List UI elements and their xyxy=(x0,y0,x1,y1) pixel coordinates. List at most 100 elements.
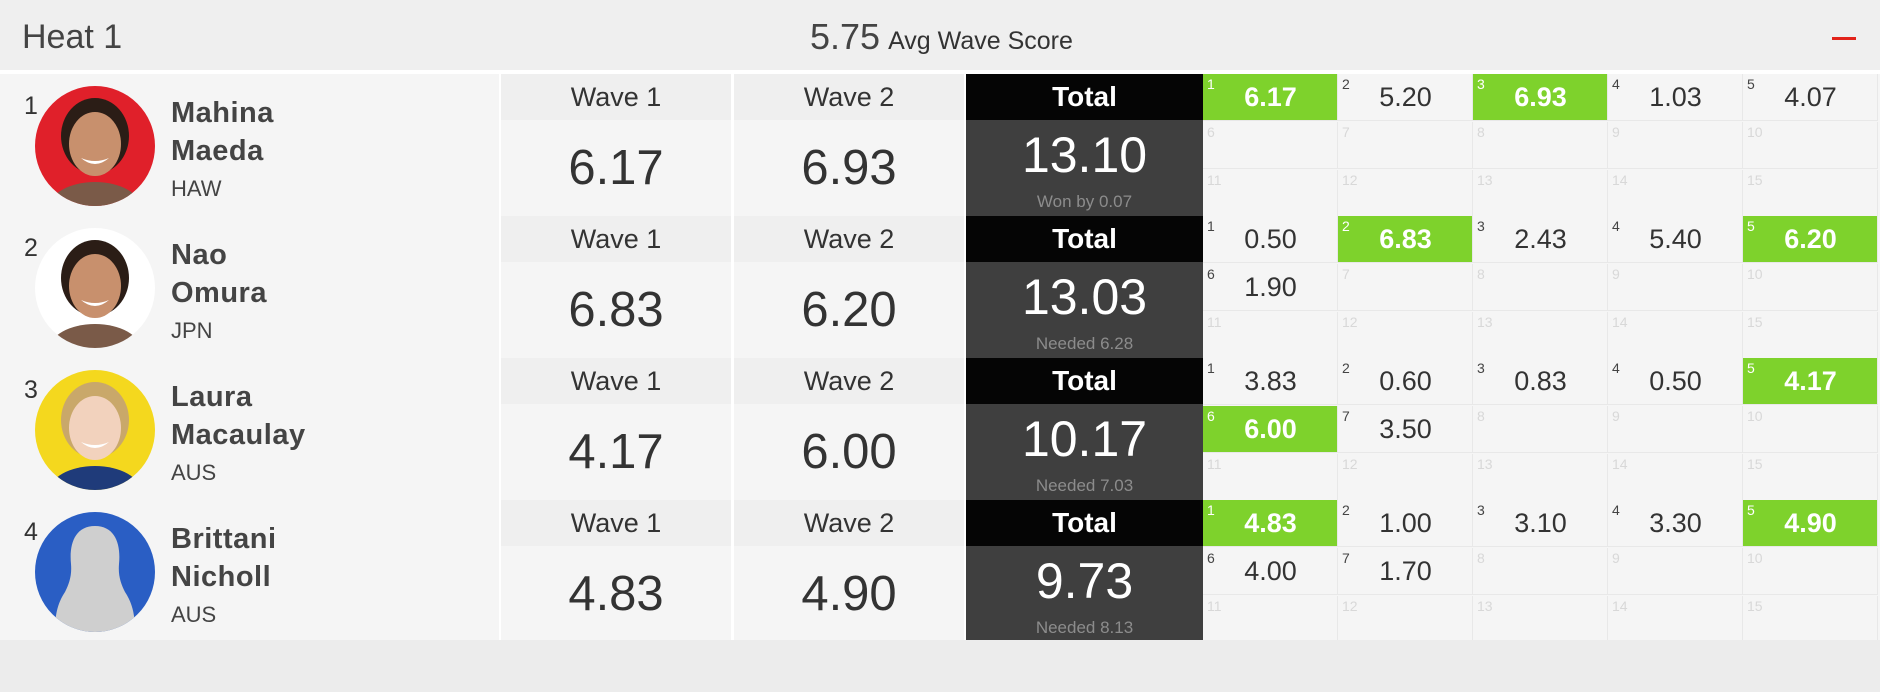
wave-number: 4 xyxy=(1612,360,1620,376)
wave-score: 3.50 xyxy=(1379,414,1432,444)
wave-score-cell[interactable]: 1 6.17 xyxy=(1203,74,1338,121)
wave-empty-cell: 7 xyxy=(1338,122,1473,169)
total-value: 13.03 xyxy=(1021,269,1148,325)
total-label: Total xyxy=(966,74,1203,120)
total-body: 10.17 Needed 7.03 xyxy=(966,404,1203,500)
wave-number: 1 xyxy=(1207,360,1215,376)
wave-score: 0.50 xyxy=(1649,366,1702,396)
athlete-rank: 4 xyxy=(24,518,38,546)
wave-empty-cell: 11 xyxy=(1203,454,1338,501)
wave-number: 3 xyxy=(1477,218,1485,234)
wave-score-cell[interactable]: 3 6.93 xyxy=(1473,74,1608,121)
wave-empty-cell: 10 xyxy=(1743,548,1878,595)
best-wave-2: Wave 2 6.93 xyxy=(734,74,964,216)
wave-empty-cell: 12 xyxy=(1338,170,1473,217)
best-wave-2: Wave 2 4.90 xyxy=(734,500,964,642)
wave-score-cell[interactable]: 5 4.17 xyxy=(1743,358,1878,405)
wave-number: 2 xyxy=(1342,218,1350,234)
wave-empty-cell: 14 xyxy=(1608,312,1743,359)
best-wave-1: Wave 1 4.17 xyxy=(501,358,731,500)
wave-score-cell[interactable]: 1 3.83 xyxy=(1203,358,1338,405)
wave-score-cell[interactable]: 5 6.20 xyxy=(1743,216,1878,263)
wave-number: 15 xyxy=(1747,314,1763,330)
athlete-country: AUS xyxy=(171,460,217,485)
heat-title: Heat 1 xyxy=(22,18,123,56)
wave-empty-cell: 9 xyxy=(1608,548,1743,595)
wave-score: 0.60 xyxy=(1379,366,1432,396)
total-label: Total xyxy=(966,216,1203,262)
wave-score-cell[interactable]: 6 6.00 xyxy=(1203,406,1338,453)
athlete-row: 1 Mahina Maeda HAW Wave 1 6.17 Wave 2 6.93 Total… xyxy=(0,74,1880,217)
wave-score-cell[interactable]: 3 2.43 xyxy=(1473,216,1608,263)
wave-score-cell[interactable]: 7 3.50 xyxy=(1338,406,1473,453)
wave-score-cell[interactable]: 1 0.50 xyxy=(1203,216,1338,263)
wave-empty-cell: 12 xyxy=(1338,454,1473,501)
wave-empty-cell: 14 xyxy=(1608,596,1743,643)
wave-score-cell[interactable]: 1 4.83 xyxy=(1203,500,1338,547)
best-wave-score: 6.17 xyxy=(501,120,731,216)
wave-number: 13 xyxy=(1477,456,1493,472)
wave-empty-cell: 15 xyxy=(1743,312,1878,359)
wave-number: 5 xyxy=(1747,76,1755,92)
wave-score-cell[interactable]: 6 4.00 xyxy=(1203,548,1338,595)
wave-score-cell[interactable]: 2 1.00 xyxy=(1338,500,1473,547)
wave-number: 6 xyxy=(1207,124,1215,140)
total-body: 13.10 Won by 0.07 xyxy=(966,120,1203,216)
wave-empty-cell: 13 xyxy=(1473,312,1608,359)
best-wave-score: 4.90 xyxy=(734,546,964,642)
best-wave-label: Wave 1 xyxy=(501,500,731,546)
wave-score: 6.93 xyxy=(1514,82,1567,112)
total-score: Total 9.73 Needed 8.13 xyxy=(966,500,1203,642)
wave-score-cell[interactable]: 2 0.60 xyxy=(1338,358,1473,405)
wave-score-cell[interactable]: 3 0.83 xyxy=(1473,358,1608,405)
athlete-first-name: Mahina xyxy=(171,97,274,129)
athlete-info[interactable]: 3 Laura Macaulay AUS xyxy=(0,358,499,500)
wave-score: 3.30 xyxy=(1649,508,1702,538)
wave-score-cell[interactable]: 6 1.90 xyxy=(1203,264,1338,311)
wave-empty-cell: 14 xyxy=(1608,170,1743,217)
wave-number: 1 xyxy=(1207,218,1215,234)
best-wave-score: 6.93 xyxy=(734,120,964,216)
wave-empty-cell: 8 xyxy=(1473,548,1608,595)
wave-score-cell[interactable]: 5 4.90 xyxy=(1743,500,1878,547)
athlete-info[interactable]: 1 Mahina Maeda HAW xyxy=(0,74,499,216)
wave-score-cell[interactable]: 2 5.20 xyxy=(1338,74,1473,121)
wave-score-cell[interactable]: 5 4.07 xyxy=(1743,74,1878,121)
athlete-avatar xyxy=(35,512,155,632)
wave-score: 4.83 xyxy=(1244,508,1297,538)
wave-score-cell[interactable]: 4 0.50 xyxy=(1608,358,1743,405)
wave-score-cell[interactable]: 3 3.10 xyxy=(1473,500,1608,547)
total-status-note: Needed 8.13 xyxy=(1035,618,1134,637)
wave-score-cell[interactable]: 4 1.03 xyxy=(1608,74,1743,121)
athlete-info[interactable]: 4 Brittani Nicholl AUS xyxy=(0,500,499,642)
athlete-info[interactable]: 2 Nao Omura JPN xyxy=(0,216,499,358)
wave-score-cell[interactable]: 4 5.40 xyxy=(1608,216,1743,263)
athlete-avatar xyxy=(35,370,155,490)
athlete-row: 4 Brittani Nicholl AUS Wave 1 4.83 Wave 2 4.90 T… xyxy=(0,500,1880,643)
athlete-name: Laura Macaulay xyxy=(171,378,306,454)
best-wave-label: Wave 1 xyxy=(501,74,731,120)
wave-score: 1.00 xyxy=(1379,508,1432,538)
wave-number: 10 xyxy=(1747,550,1763,566)
wave-score-grid: 1 3.83 2 0.60 3 0.83 4 0.50 5 4.17 6 6.00 7 3.50 8 9 10 1… xyxy=(1203,358,1880,501)
wave-score-cell[interactable]: 7 1.70 xyxy=(1338,548,1473,595)
best-wave-2: Wave 2 6.00 xyxy=(734,358,964,500)
wave-score: 6.17 xyxy=(1244,82,1297,112)
best-wave-label: Wave 1 xyxy=(501,216,731,262)
athlete-first-name: Brittani xyxy=(171,523,277,555)
wave-number: 15 xyxy=(1747,172,1763,188)
wave-number: 1 xyxy=(1207,76,1215,92)
wave-number: 8 xyxy=(1477,266,1485,282)
athlete-rank: 2 xyxy=(24,234,38,262)
wave-number: 9 xyxy=(1612,124,1620,140)
wave-number: 14 xyxy=(1612,456,1628,472)
wave-score: 4.00 xyxy=(1244,556,1297,586)
wave-empty-cell: 11 xyxy=(1203,170,1338,217)
wave-number: 11 xyxy=(1207,598,1222,614)
wave-score: 1.03 xyxy=(1649,82,1702,112)
total-value: 13.10 xyxy=(1021,127,1148,183)
avg-wave-score-label: Avg Wave Score xyxy=(888,27,1073,55)
wave-score-cell[interactable]: 2 6.83 xyxy=(1338,216,1473,263)
collapse-minus-icon[interactable] xyxy=(1832,26,1858,52)
wave-score-cell[interactable]: 4 3.30 xyxy=(1608,500,1743,547)
